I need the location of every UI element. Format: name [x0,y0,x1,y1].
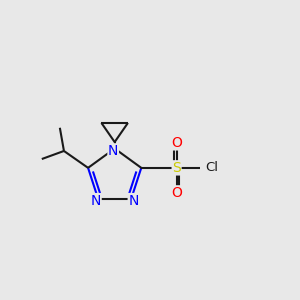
Text: N: N [91,194,101,208]
Text: O: O [171,136,182,150]
Text: Cl: Cl [206,161,218,174]
Text: O: O [171,186,182,200]
Text: N: N [108,144,119,158]
Text: S: S [172,161,181,175]
Text: N: N [128,194,139,208]
